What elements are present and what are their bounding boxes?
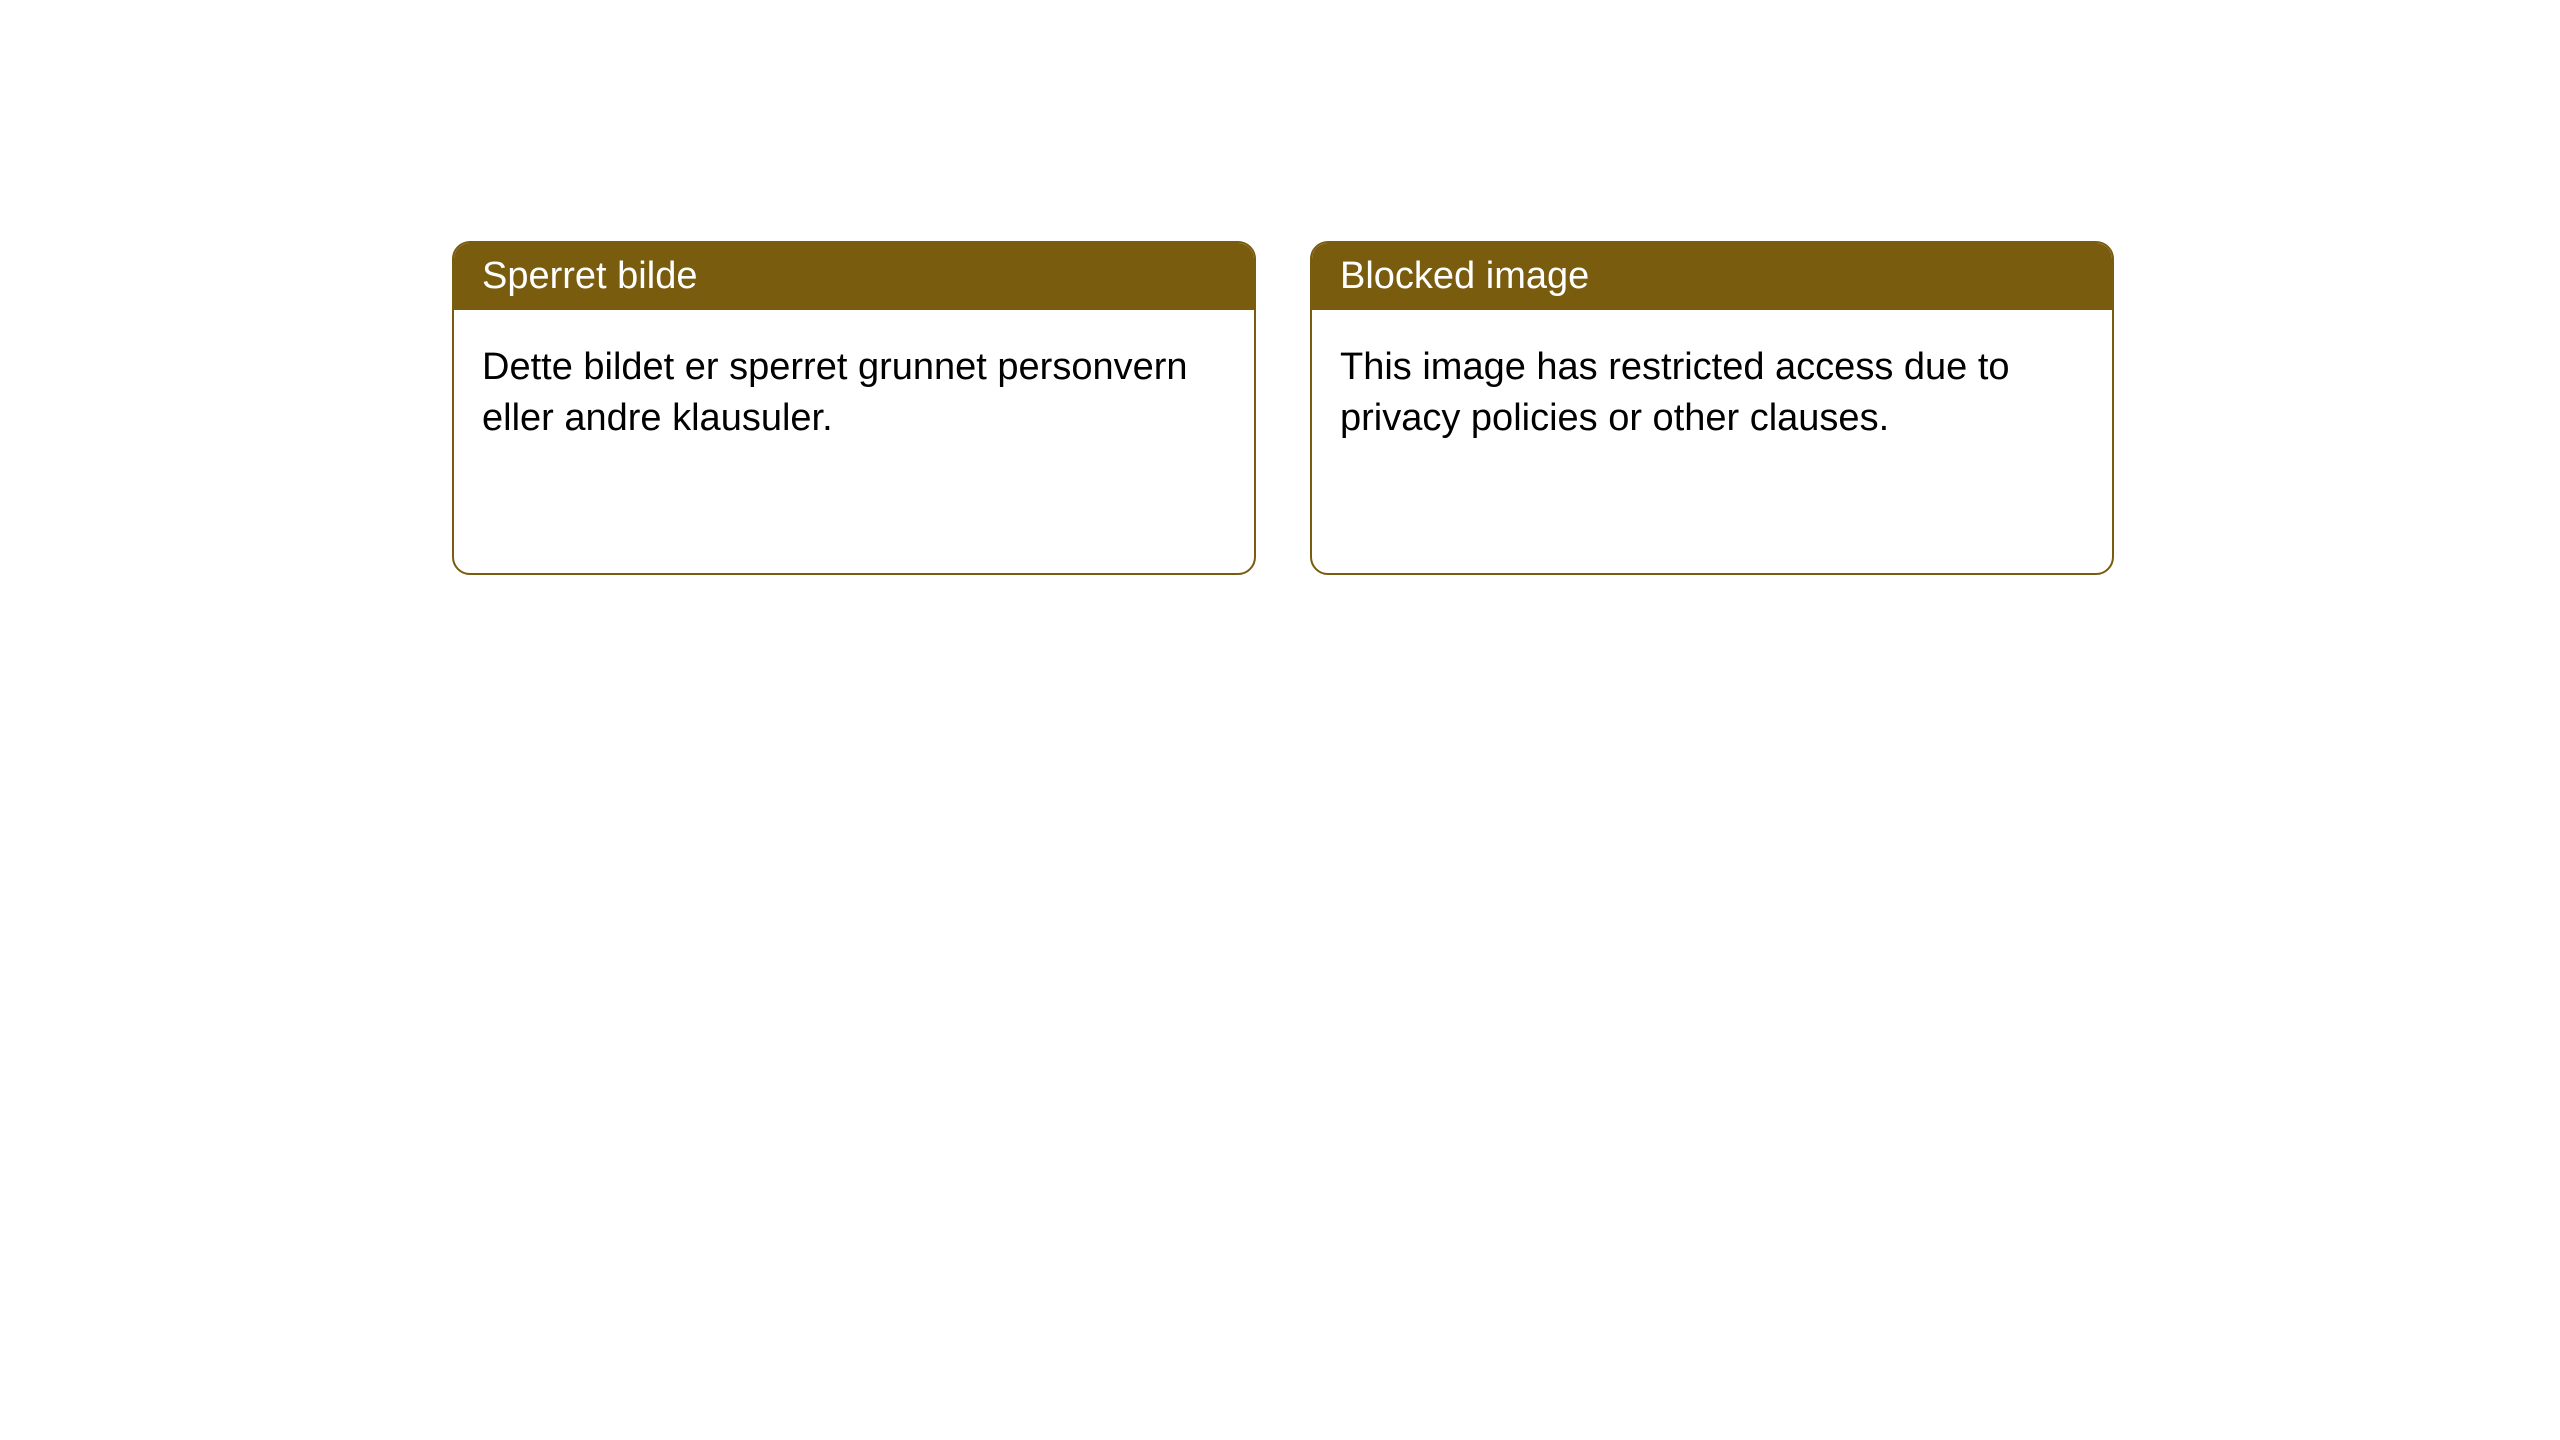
blocked-image-card-no: Sperret bilde Dette bildet er sperret gr… [452, 241, 1256, 575]
card-message: Dette bildet er sperret grunnet personve… [482, 346, 1188, 439]
card-body: Dette bildet er sperret grunnet personve… [454, 310, 1254, 477]
card-body: This image has restricted access due to … [1312, 310, 2112, 477]
card-header: Blocked image [1312, 243, 2112, 310]
card-title: Blocked image [1340, 255, 1589, 297]
notice-container: Sperret bilde Dette bildet er sperret gr… [0, 0, 2560, 575]
card-message: This image has restricted access due to … [1340, 346, 2010, 439]
blocked-image-card-en: Blocked image This image has restricted … [1310, 241, 2114, 575]
card-header: Sperret bilde [454, 243, 1254, 310]
card-title: Sperret bilde [482, 255, 697, 297]
